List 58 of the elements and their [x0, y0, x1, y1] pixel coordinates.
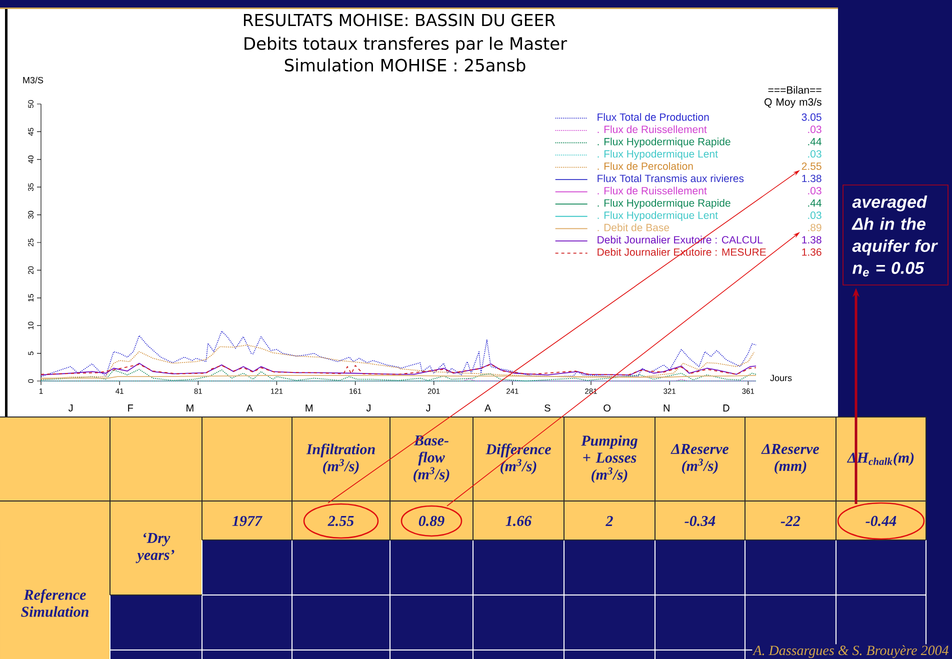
data-label: 2	[606, 516, 613, 526]
legend-label: . Flux de Ruissellement	[598, 125, 707, 134]
text: 1.38	[802, 236, 822, 244]
text: F	[128, 404, 134, 412]
text: 1.38	[802, 174, 822, 182]
data-label: -0.44	[866, 516, 896, 526]
legend-label: . Flux Hypodermique Lent	[598, 150, 718, 160]
text: J	[366, 404, 370, 412]
text: .03	[808, 126, 822, 134]
text: 1.36	[802, 248, 822, 256]
text: 3.05	[802, 113, 822, 121]
legend-title: ===Bilan== Q Moy m3/s	[764, 86, 822, 108]
chart-title: RESULTATS MOHISE: BASSIN DU GEER	[244, 14, 556, 26]
legend-label: . Flux Hypodermique Rapide	[598, 138, 730, 148]
text: M	[306, 404, 312, 412]
category-label: Infiltration (m$^{3}$/s)	[306, 444, 375, 474]
legend-label: Flux Total de Production	[598, 113, 709, 121]
text: M	[186, 404, 194, 412]
text: J	[68, 404, 73, 412]
text: J	[426, 404, 430, 412]
text: Reference Simulation	[21, 589, 88, 617]
text: .44	[808, 138, 822, 146]
text: averaged Δh in the aquifer for n$_{e}$ = 0.05	[852, 195, 938, 277]
category-label: ΔReserve (mm)	[761, 444, 820, 474]
legend-label: . Debit de Base	[598, 224, 670, 232]
text: 2.55	[802, 162, 822, 170]
text: 1977	[232, 516, 263, 526]
data-label: -22	[780, 516, 800, 526]
text: S	[544, 404, 550, 412]
legend-label: Flux Total Transmis aux rivieres	[598, 174, 744, 182]
text: A	[484, 404, 492, 412]
data-label: -0.34	[684, 516, 716, 526]
chart-subtitle: Debits totaux transferes par le Master	[244, 36, 568, 54]
y-axis-title: M3/S	[23, 76, 44, 84]
text: .03	[808, 150, 822, 158]
text: N	[664, 404, 670, 412]
category-label: Base-flow (m$^{3}$/s)	[414, 435, 450, 483]
text: .03	[808, 187, 822, 194]
data-label: 2.55	[328, 516, 354, 526]
line-series	[40, 330, 756, 378]
data-label: 0.89	[418, 516, 444, 526]
text: A	[246, 404, 253, 412]
data-label: 1.66	[506, 516, 532, 526]
legend-label: . Flux de Ruissellement	[598, 186, 707, 194]
text: D	[723, 404, 730, 412]
legend-label: . Flux de Percolation	[598, 162, 693, 170]
text: O	[604, 404, 610, 412]
text: ‘Dry years’	[136, 532, 174, 564]
legend-label: . Flux Hypodermique Lent	[598, 211, 718, 222]
text: A. Dassargues & S. Brouyère 2004	[752, 645, 948, 658]
category-label: Pumping + Losses (m$^{3}$/s)	[581, 435, 638, 483]
text: .89	[808, 224, 822, 232]
text: Simulation MOHISE : 25ansb	[284, 58, 526, 72]
category-label: ΔReserve (m$^{3}$/s)	[670, 444, 729, 474]
text: .03	[808, 212, 822, 219]
text: .44	[808, 199, 822, 207]
x-axis-title: Jours	[770, 374, 792, 382]
legend-label: . Flux Hypodermique Rapide	[598, 198, 730, 209]
